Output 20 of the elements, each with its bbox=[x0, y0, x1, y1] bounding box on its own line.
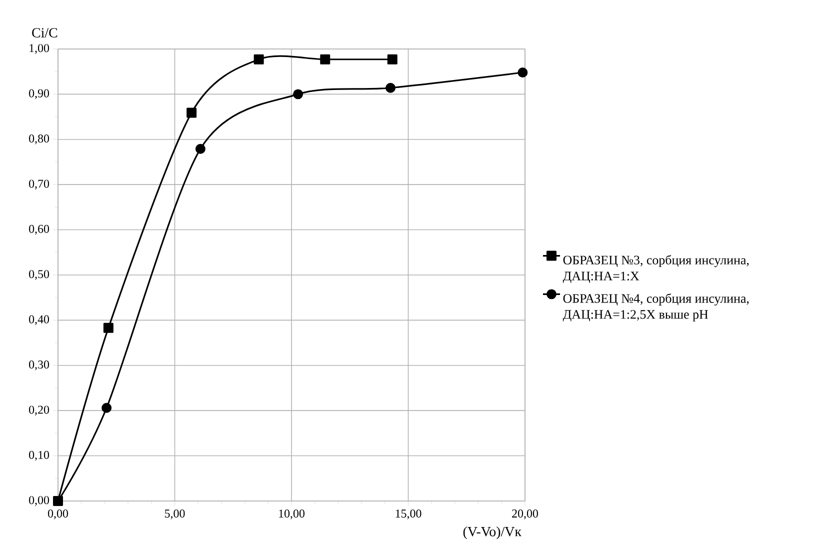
y-tick-label: 0,80 bbox=[29, 134, 50, 144]
y-tick-label: 0,10 bbox=[29, 450, 50, 461]
y-tick-label: 0,60 bbox=[29, 224, 50, 235]
y-tick-label: 0,30 bbox=[29, 360, 50, 370]
y-tick-label: 1,00 bbox=[30, 44, 50, 54]
y-tick-label: 0,40 bbox=[29, 315, 50, 326]
x-tick-label: 0,00 bbox=[48, 510, 68, 520]
x-tick-label: 15,00 bbox=[396, 510, 422, 520]
x-axis-title: (V-Vo)/Vк bbox=[463, 526, 522, 540]
y-tick-label: 0,50 bbox=[29, 270, 50, 280]
y-tick-label: 0,70 bbox=[29, 180, 50, 190]
y-tick-label: 0,20 bbox=[29, 406, 50, 416]
y-tick-label: 0,90 bbox=[29, 89, 50, 100]
y-tick-label: 0,00 bbox=[29, 496, 50, 506]
x-tick-label: 5,00 bbox=[164, 510, 185, 520]
legend-label: ОБРАЗЕЦ №4, сорбция инсулина, ДАЦ:НА=1:2,5X выше pH bbox=[562, 293, 749, 322]
x-tick-label: 20,00 bbox=[512, 510, 538, 520]
x-tick-label: 10,00 bbox=[279, 510, 304, 520]
legend-label: ОБРАЗЕЦ №3, сорбция инсулина, ДАЦ:НА=1:X bbox=[562, 255, 749, 283]
y-axis-title: Ci/C bbox=[32, 28, 58, 38]
